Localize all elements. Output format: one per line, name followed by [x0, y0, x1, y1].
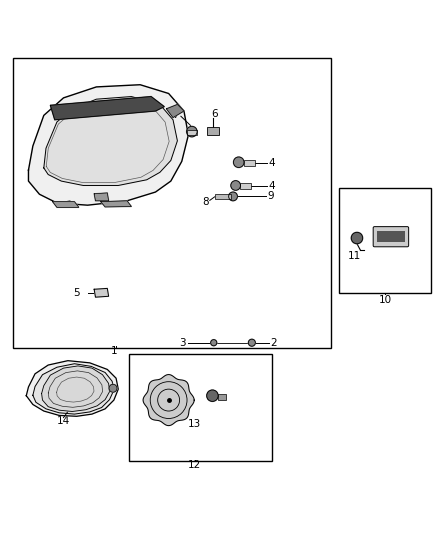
Bar [215, 194, 231, 199]
Text: 13: 13 [188, 419, 201, 429]
Polygon shape [166, 104, 184, 118]
Bar [240, 183, 251, 189]
Circle shape [233, 157, 244, 167]
Bar [218, 394, 226, 400]
Text: 7: 7 [172, 110, 179, 120]
Polygon shape [42, 366, 110, 411]
Circle shape [211, 340, 217, 346]
Text: 4: 4 [268, 158, 275, 168]
Circle shape [207, 390, 218, 401]
Text: 4: 4 [268, 181, 275, 191]
Text: 6: 6 [211, 109, 218, 119]
Circle shape [187, 126, 197, 137]
Text: 8: 8 [202, 197, 209, 207]
Circle shape [351, 232, 363, 244]
Polygon shape [143, 375, 194, 426]
Circle shape [229, 192, 237, 201]
Text: 12: 12 [188, 461, 201, 470]
Polygon shape [94, 288, 109, 297]
Text: 14: 14 [57, 416, 70, 426]
Text: 2: 2 [271, 338, 277, 348]
Bar [377, 231, 405, 242]
Text: 3: 3 [180, 338, 186, 348]
Polygon shape [94, 193, 109, 201]
Bar [207, 127, 219, 135]
Bar [244, 160, 255, 166]
Bar [187, 130, 197, 135]
Circle shape [231, 181, 240, 190]
Circle shape [109, 384, 117, 392]
Bar [13, 59, 331, 348]
Bar [129, 354, 272, 462]
Text: 9: 9 [267, 191, 274, 201]
Bar [339, 188, 431, 293]
Polygon shape [28, 85, 188, 205]
Polygon shape [26, 361, 118, 416]
Polygon shape [50, 96, 164, 120]
Circle shape [248, 339, 255, 346]
Polygon shape [101, 201, 131, 207]
Text: 5: 5 [73, 288, 80, 298]
Text: 1: 1 [111, 346, 118, 357]
Polygon shape [53, 201, 79, 207]
Polygon shape [44, 96, 177, 185]
FancyBboxPatch shape [373, 227, 409, 247]
Text: 10: 10 [379, 295, 392, 305]
Polygon shape [33, 364, 114, 414]
Text: 11: 11 [348, 251, 361, 261]
